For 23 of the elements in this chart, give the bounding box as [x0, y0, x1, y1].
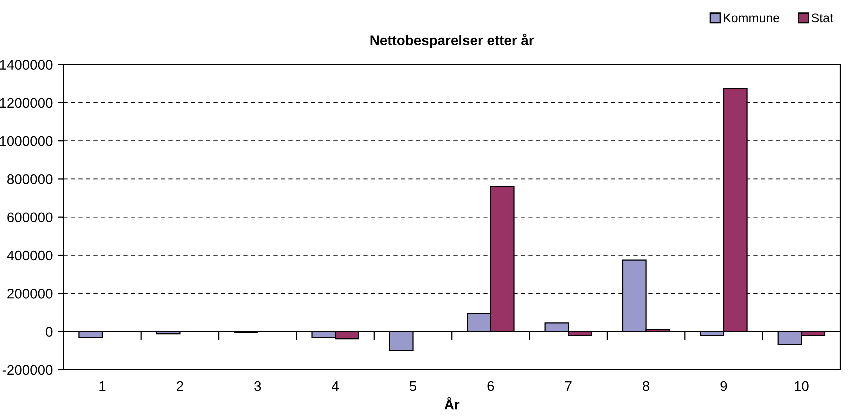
x-tick-label: 1: [100, 382, 106, 392]
y-tick-label: 600000: [8, 212, 53, 223]
x-tick-label: 10: [795, 381, 809, 392]
x-tick-label: 2: [177, 381, 184, 392]
y-tick-label: 1400000: [0, 60, 53, 70]
x-tick-label: 5: [410, 382, 417, 392]
x-tick-label: 3: [254, 381, 262, 392]
y-tick-label: 200000: [8, 288, 53, 299]
legend-label: Kommune: [724, 14, 780, 23]
x-tick-label: 6: [488, 381, 494, 392]
legend-label: Stat: [812, 14, 834, 23]
y-tick-label: -200000: [2, 365, 53, 376]
y-tick-label: 0: [46, 327, 53, 337]
y-tick-label: 1200000: [0, 98, 53, 108]
x-tick-label: 4: [332, 382, 340, 392]
y-tick-label: 800000: [8, 174, 53, 184]
x-axis-title: År: [444, 397, 460, 410]
x-tick-label: 7: [565, 382, 572, 392]
y-tick-label: 400000: [7, 250, 53, 261]
chart-title: Nettobesparelser etter år: [370, 34, 534, 48]
x-tick-label: 9: [720, 381, 728, 392]
x-tick-label: 8: [643, 381, 650, 392]
y-tick-label: 1000000: [0, 136, 53, 146]
